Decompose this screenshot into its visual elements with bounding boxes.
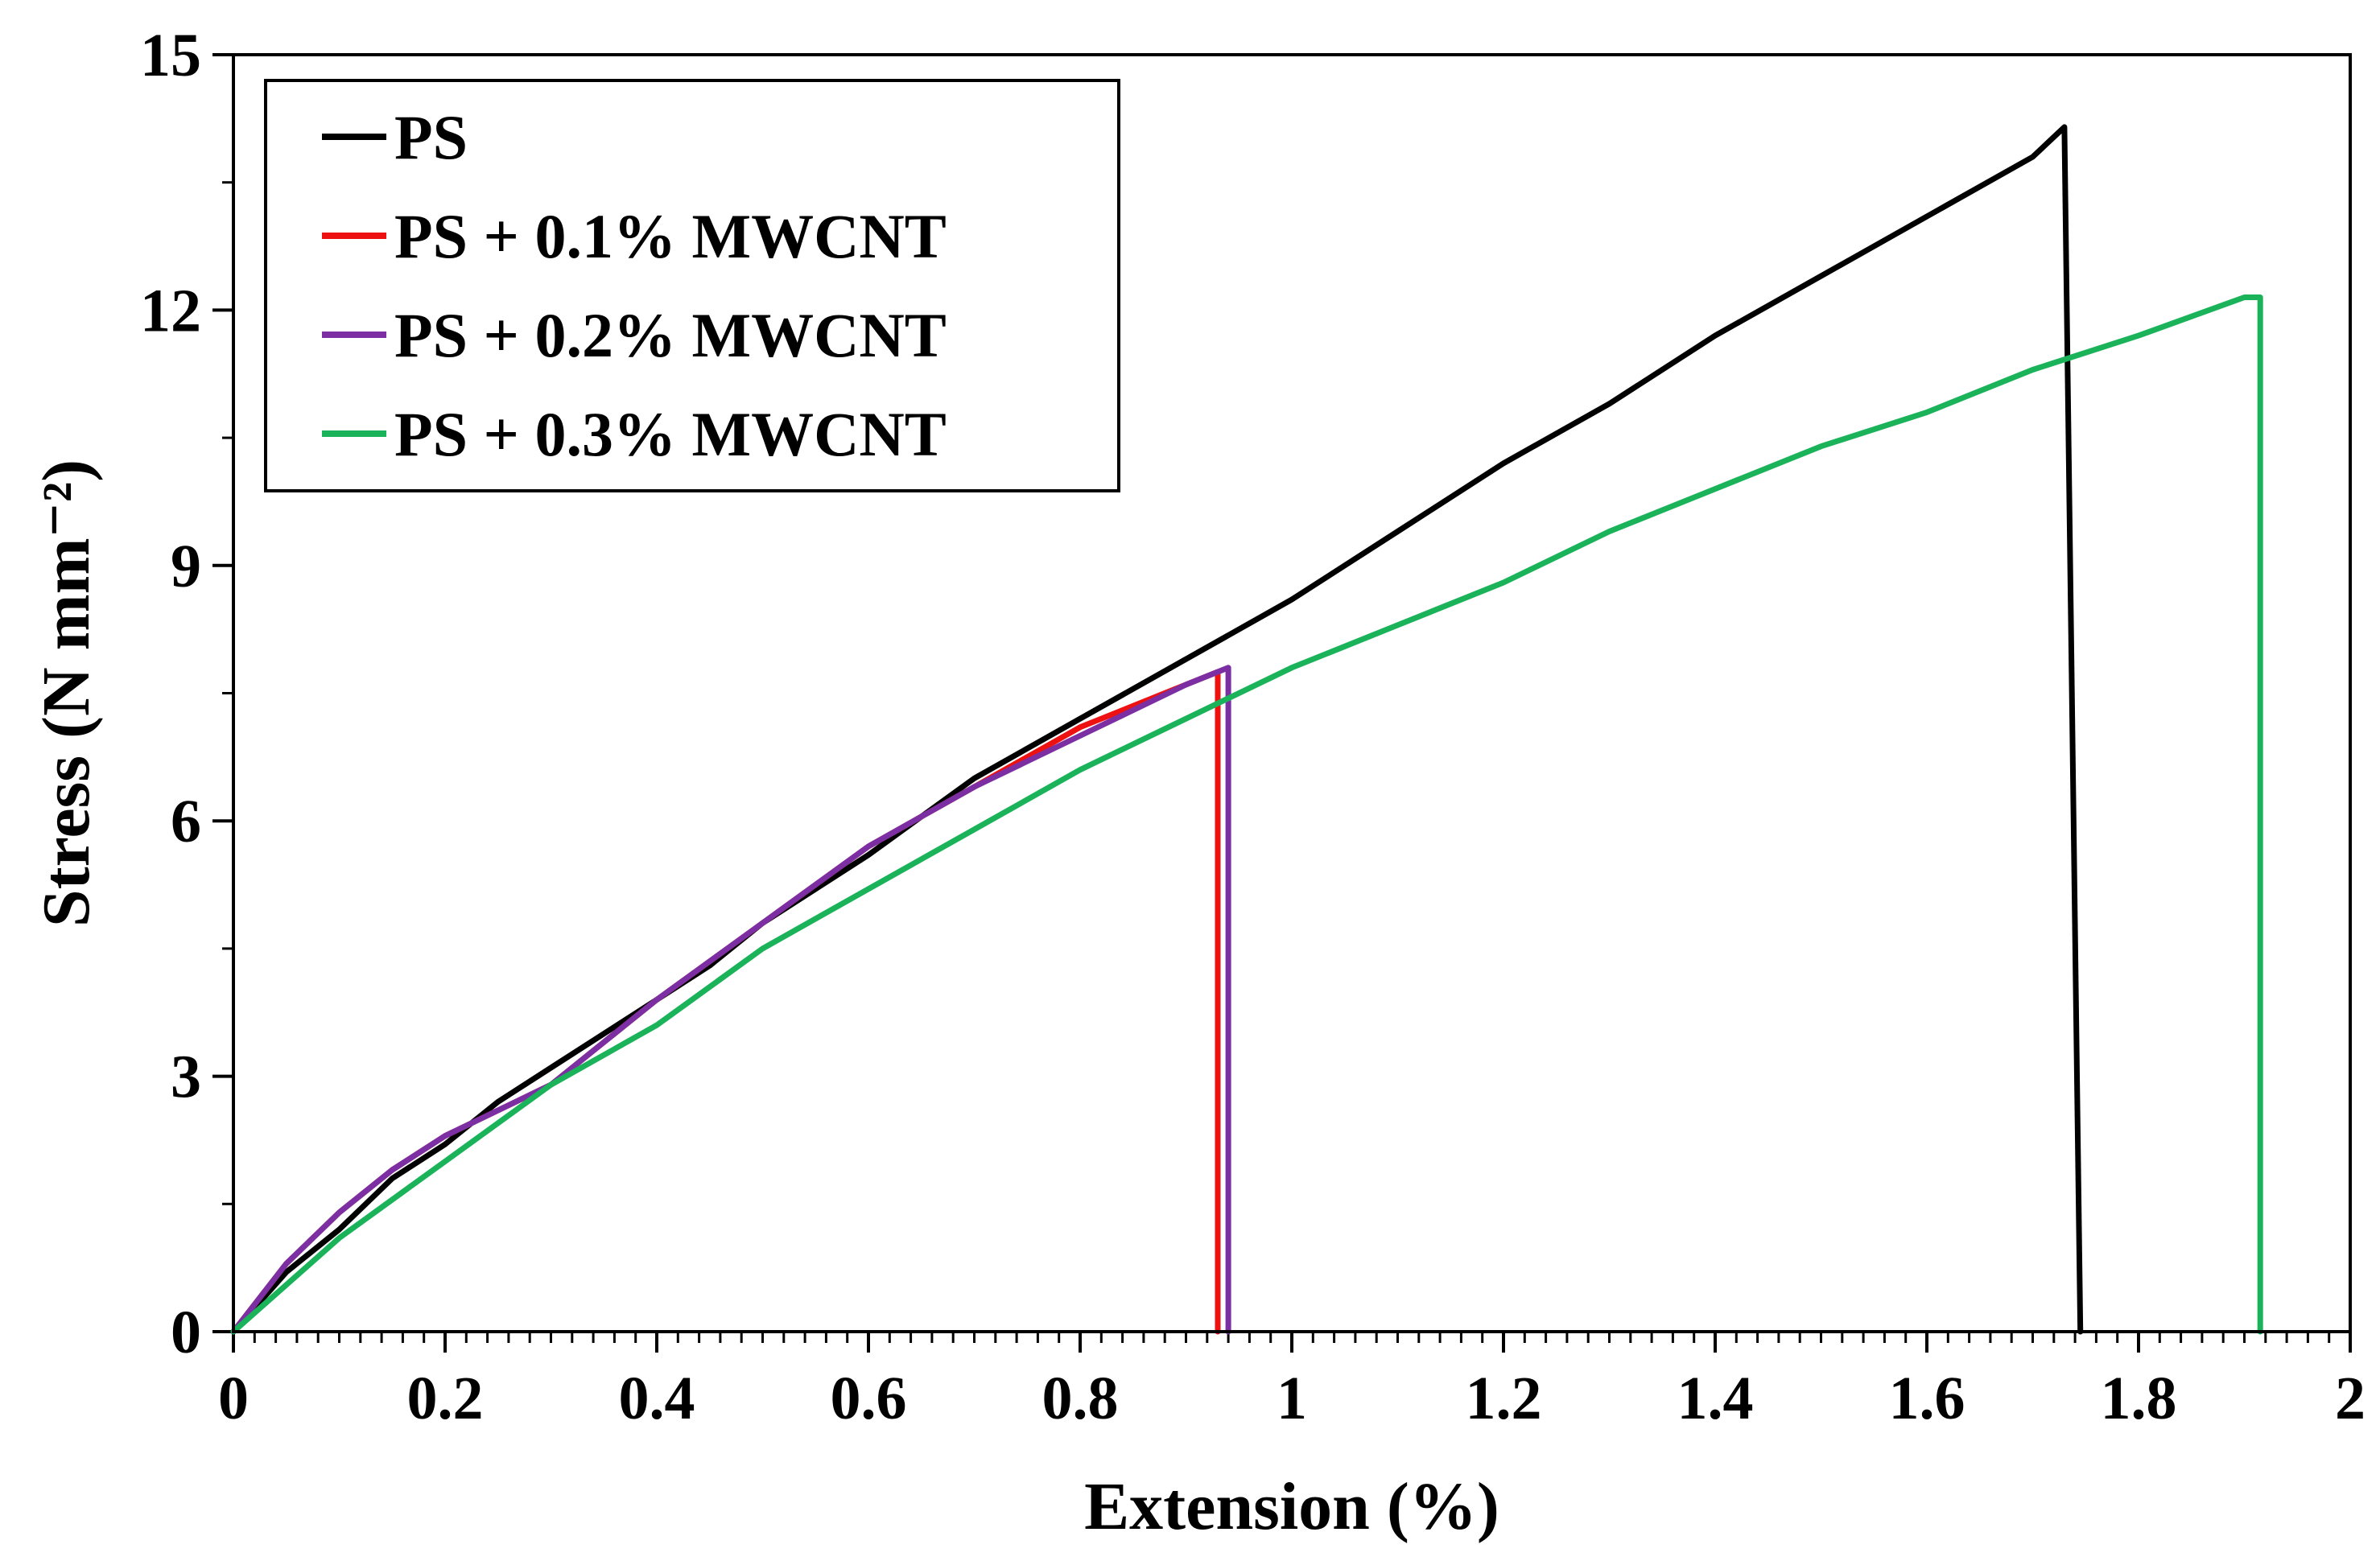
y-tick-label: 6 <box>171 788 201 855</box>
ticks: 0 0.2 0.4 0.6 0.8 1 1.2 1.4 1.6 1.8 2 0 3 6 9 12 15 <box>140 22 2366 1432</box>
legend-label: PS + 0.2% MWCNT <box>394 300 947 370</box>
legend-box <box>264 79 1120 492</box>
series-lines <box>230 124 2263 1335</box>
x-axis-title: Extension (%) <box>1084 1469 1499 1544</box>
x-tick-label: 1.2 <box>1466 1365 1542 1432</box>
legend-label: PS + 0.3% MWCNT <box>394 399 947 469</box>
series-line-4 <box>230 294 2263 1335</box>
y-axis-title: Stress (N mm⁻²) <box>29 459 104 927</box>
legend: PS PS + 0.1% MWCNT PS + 0.2% MWCNT PS + 0.3… <box>264 79 1120 492</box>
x-tick-label: 1.4 <box>1677 1365 1754 1432</box>
x-tick-label: 0.6 <box>831 1365 907 1432</box>
x-tick-label: 0.4 <box>619 1365 695 1432</box>
y-tick-label: 12 <box>140 277 201 344</box>
x-tick-label: 0.8 <box>1042 1365 1119 1432</box>
y-tick-label: 3 <box>171 1044 201 1111</box>
series-line-1 <box>230 124 2084 1335</box>
legend-label: PS <box>394 102 468 172</box>
x-tick-label: 1.6 <box>1889 1365 1965 1432</box>
y-tick-label: 0 <box>171 1299 201 1366</box>
x-tick-label: 0.2 <box>407 1365 484 1432</box>
x-tick-label: 0 <box>218 1365 249 1432</box>
x-tick-label: 1 <box>1277 1365 1307 1432</box>
x-tick-label: 1.8 <box>2101 1365 2177 1432</box>
y-tick-label: 15 <box>140 22 201 89</box>
y-tick-label: 9 <box>171 533 201 600</box>
legend-label: PS + 0.1% MWCNT <box>394 201 947 271</box>
x-tick-label: 2 <box>2335 1365 2366 1432</box>
plot-area-frame <box>232 53 2352 1333</box>
series-line-3 <box>230 665 1231 1335</box>
